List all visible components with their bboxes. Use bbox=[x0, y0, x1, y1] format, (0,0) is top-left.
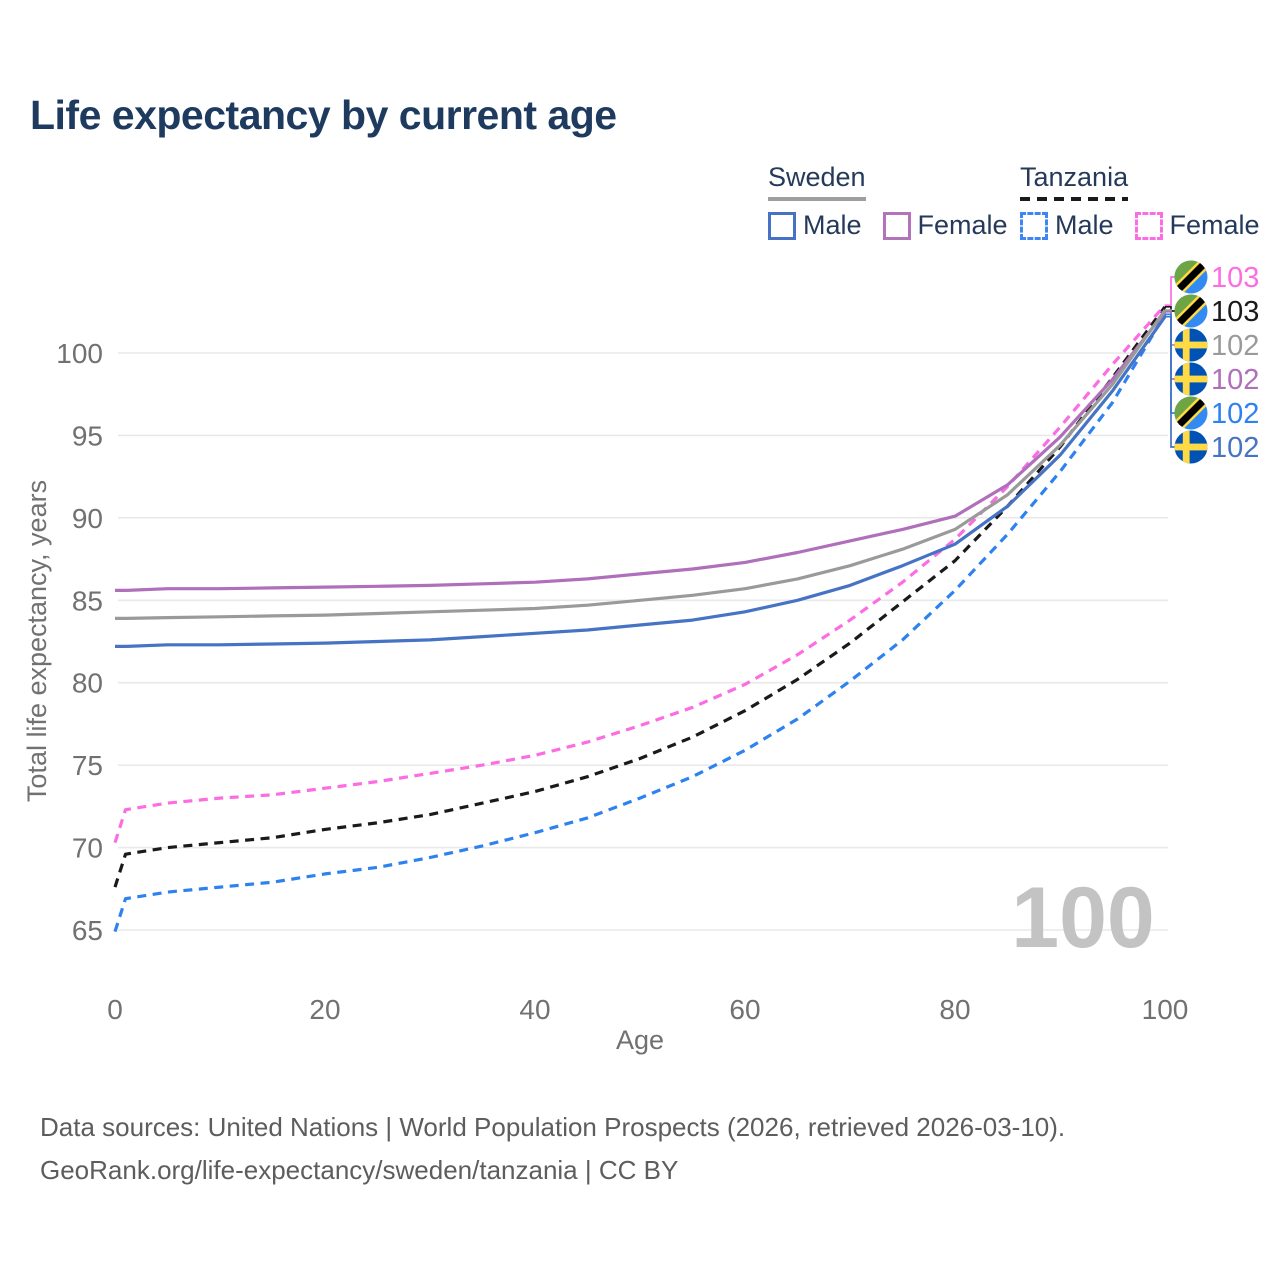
footer: Data sources: United Nations | World Pop… bbox=[40, 1106, 1065, 1192]
series-line-tz-total[interactable] bbox=[113, 305, 1167, 888]
y-tick-80: 80 bbox=[72, 668, 103, 699]
end-label-se-male: 102 bbox=[1211, 432, 1259, 464]
age-watermark: 100 bbox=[1011, 870, 1155, 966]
flag-sweden-icon bbox=[1174, 430, 1208, 464]
y-tick-75: 75 bbox=[72, 750, 103, 781]
x-tick-100: 100 bbox=[1142, 994, 1189, 1025]
sweden-male-label: Male bbox=[803, 210, 862, 240]
series-line-se-total[interactable] bbox=[115, 309, 1167, 621]
legend-group-sweden: Sweden Male Female bbox=[768, 162, 1008, 241]
legend-items-sweden: Male Female bbox=[768, 210, 1008, 241]
end-label-tz-total: 103 bbox=[1211, 296, 1259, 328]
x-tick-0: 0 bbox=[107, 994, 123, 1025]
sweden-female-label: Female bbox=[917, 210, 1008, 240]
flag-tanzania-icon bbox=[1174, 396, 1208, 430]
legend-country-tanzania[interactable]: Tanzania bbox=[1020, 162, 1129, 201]
legend-country-sweden[interactable]: Sweden bbox=[768, 162, 866, 201]
flag-sweden-icon bbox=[1174, 328, 1208, 362]
sweden-female-checkbox[interactable] bbox=[882, 211, 911, 240]
tanzania-male-checkbox[interactable] bbox=[1020, 211, 1048, 240]
tanzania-female-checkbox[interactable] bbox=[1134, 211, 1163, 240]
series-line-se-male[interactable] bbox=[115, 315, 1167, 649]
sweden-line-swatch bbox=[768, 197, 866, 201]
x-axis-title: Age bbox=[616, 1025, 664, 1055]
y-axis-title: Total life expectancy, years bbox=[22, 480, 52, 802]
x-tick-60: 60 bbox=[729, 994, 760, 1025]
chart-title: Life expectancy by current age bbox=[30, 92, 617, 138]
end-label-tz-male: 102 bbox=[1211, 398, 1259, 430]
tanzania-female-label: Female bbox=[1169, 210, 1260, 240]
tanzania-line-swatch bbox=[1020, 197, 1129, 201]
flag-sweden-icon bbox=[1174, 362, 1208, 396]
legend-country-tanzania-label: Tanzania bbox=[1020, 162, 1129, 192]
end-label-se-total: 102 bbox=[1211, 330, 1259, 362]
legend-items-tanzania: Male Female bbox=[1020, 210, 1260, 241]
legend-item-tanzania-female[interactable]: Female bbox=[1134, 210, 1260, 241]
flag-tanzania-icon bbox=[1174, 294, 1208, 328]
flag-tanzania-icon bbox=[1174, 260, 1208, 294]
sweden-male-checkbox[interactable] bbox=[768, 211, 796, 240]
legend-group-tanzania: Tanzania Male Female bbox=[1020, 162, 1260, 241]
legend: Sweden Male Female Tanzania bbox=[0, 162, 1280, 252]
series-line-se-female[interactable] bbox=[115, 310, 1167, 593]
y-tick-95: 95 bbox=[72, 420, 103, 451]
footer-sources: Data sources: United Nations | World Pop… bbox=[40, 1112, 1066, 1142]
y-tick-65: 65 bbox=[72, 915, 103, 946]
tanzania-male-label: Male bbox=[1055, 210, 1114, 240]
footer-attribution: GeoRank.org/life-expectancy/sweden/tanza… bbox=[40, 1155, 679, 1185]
x-tick-20: 20 bbox=[309, 994, 340, 1025]
x-tick-40: 40 bbox=[519, 994, 550, 1025]
legend-item-tanzania-male[interactable]: Male bbox=[1020, 210, 1114, 241]
y-tick-70: 70 bbox=[72, 833, 103, 864]
x-tick-80: 80 bbox=[939, 994, 970, 1025]
legend-item-sweden-female[interactable]: Female bbox=[882, 210, 1008, 241]
legend-item-sweden-male[interactable]: Male bbox=[768, 210, 862, 241]
y-tick-85: 85 bbox=[72, 585, 103, 616]
end-label-tz-female: 103 bbox=[1211, 262, 1259, 294]
y-tick-90: 90 bbox=[72, 503, 103, 534]
legend-country-sweden-label: Sweden bbox=[768, 162, 866, 192]
end-label-se-female: 102 bbox=[1211, 364, 1259, 396]
series-line-tz-male[interactable] bbox=[113, 313, 1167, 933]
y-tick-100: 100 bbox=[56, 338, 103, 369]
